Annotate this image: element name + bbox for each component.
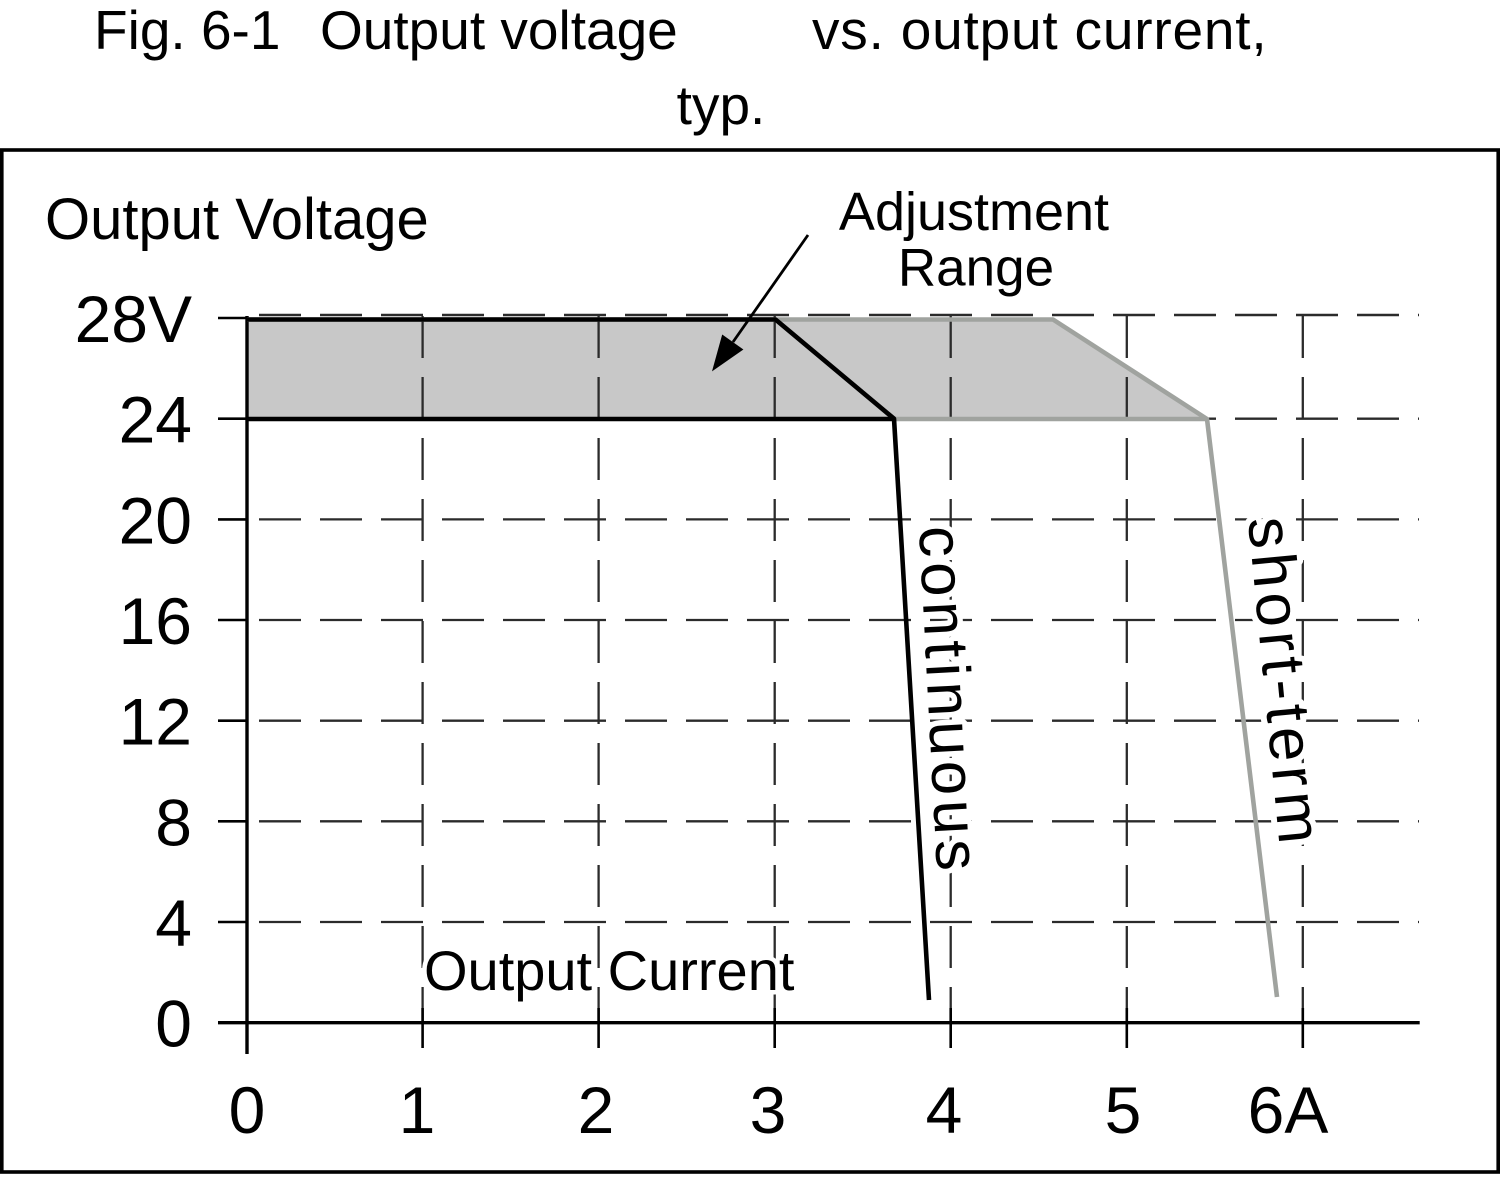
svg-text:Output Voltage: Output Voltage bbox=[45, 187, 429, 252]
svg-text:24: 24 bbox=[119, 383, 192, 457]
svg-text:Output Current: Output Current bbox=[424, 939, 795, 1002]
svg-text:1: 1 bbox=[399, 1073, 436, 1147]
svg-text:Fig. 6-1: Fig. 6-1 bbox=[94, 0, 280, 61]
svg-text:16: 16 bbox=[119, 584, 192, 658]
svg-text:12: 12 bbox=[119, 685, 192, 759]
svg-text:Adjustment: Adjustment bbox=[839, 182, 1109, 242]
svg-text:20: 20 bbox=[119, 483, 192, 557]
svg-text:6A: 6A bbox=[1248, 1073, 1329, 1147]
svg-text:28V: 28V bbox=[75, 282, 192, 356]
svg-text:typ.: typ. bbox=[677, 74, 766, 136]
svg-text:2: 2 bbox=[578, 1073, 615, 1147]
svg-text:vs. output current,: vs. output current, bbox=[812, 0, 1267, 61]
svg-text:3: 3 bbox=[750, 1073, 787, 1147]
svg-text:4: 4 bbox=[926, 1073, 963, 1147]
svg-text:8: 8 bbox=[155, 785, 192, 859]
svg-text:5: 5 bbox=[1105, 1073, 1142, 1147]
svg-text:0: 0 bbox=[229, 1073, 266, 1147]
svg-text:Range: Range bbox=[898, 238, 1054, 297]
svg-text:Output voltage: Output voltage bbox=[320, 0, 678, 61]
svg-text:0: 0 bbox=[155, 987, 192, 1061]
svg-text:4: 4 bbox=[155, 886, 192, 960]
